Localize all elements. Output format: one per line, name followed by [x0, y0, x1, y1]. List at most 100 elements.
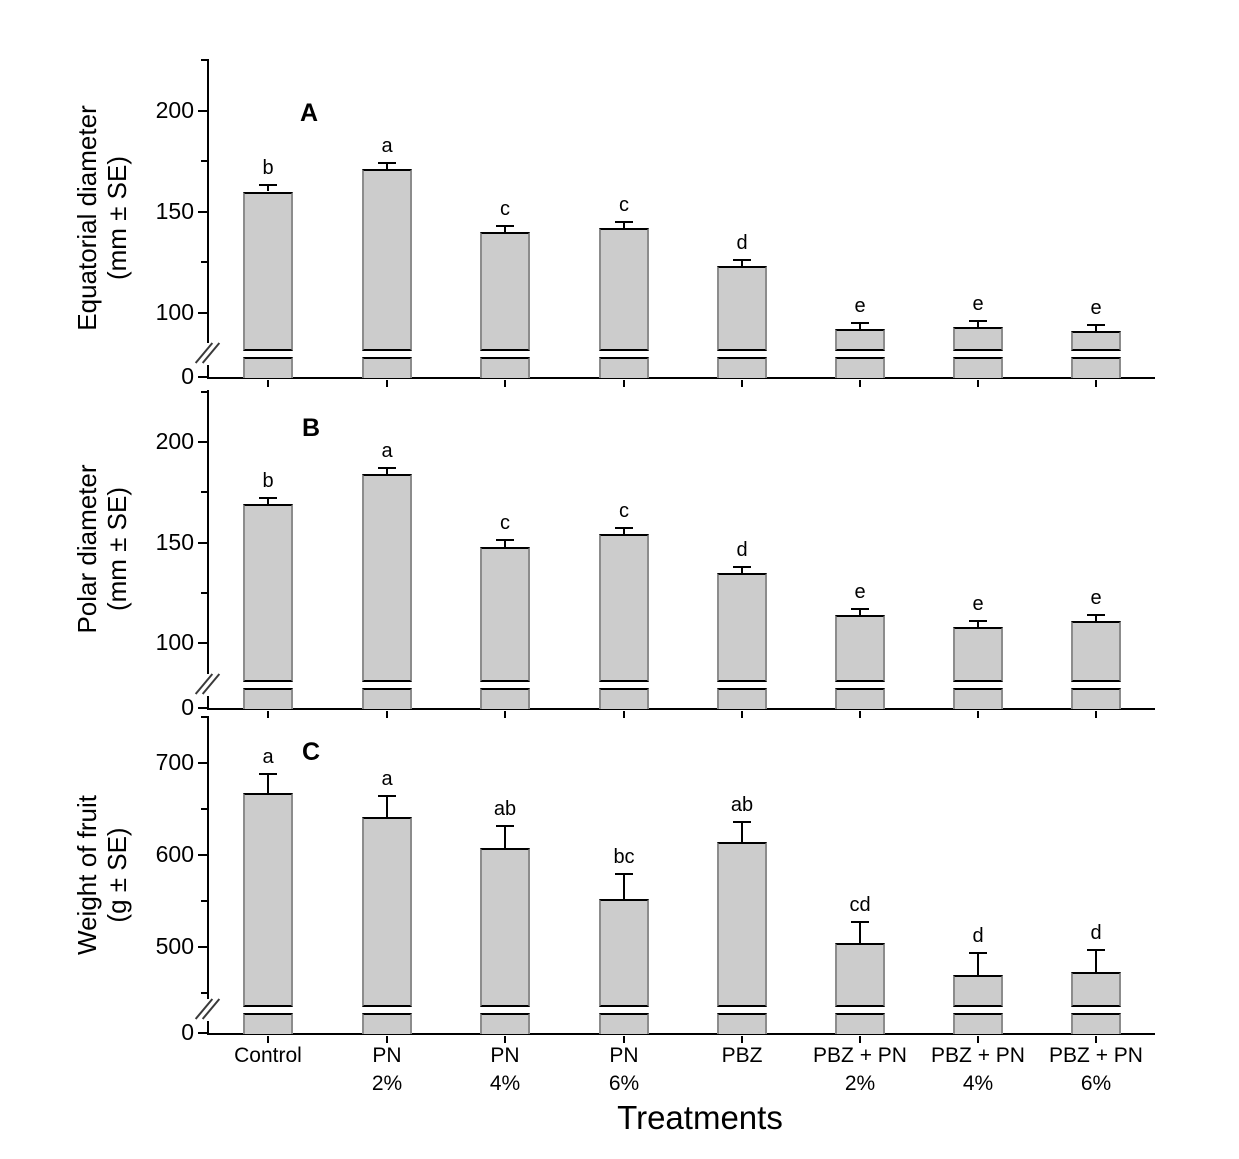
error-bar: [859, 922, 861, 944]
x-tick: [1095, 1036, 1097, 1043]
bar-break-stub: [243, 1013, 293, 1034]
bar-break-stub: [717, 1013, 767, 1034]
error-bar-cap: [851, 921, 869, 924]
error-bar-cap: [615, 873, 633, 876]
category-label: PBZ + PN: [931, 1044, 1025, 1067]
significance-letter: a: [381, 768, 393, 791]
significance-letter: b: [262, 470, 274, 493]
bar: [1071, 971, 1121, 1007]
y-axis-title-line: Weight of fruit: [72, 794, 102, 955]
y-axis-title-line: (mm ± SE): [102, 486, 132, 612]
y-axis: [207, 59, 209, 343]
error-bar-cap: [1087, 613, 1105, 616]
bar-break-stub: [717, 688, 767, 709]
y-major-tick: [198, 441, 207, 443]
y-major-tick: [198, 312, 207, 314]
x-tick: [504, 1036, 506, 1043]
y-tick-label: 0: [181, 363, 194, 389]
x-tick: [267, 1036, 269, 1043]
y-axis-title: Equatorial diameter (mm ± SE): [72, 48, 134, 388]
bar-break-stub: [362, 1013, 412, 1034]
y-minor-tick: [201, 261, 207, 264]
error-bar: [267, 774, 269, 794]
y-tick-label: 100: [155, 629, 194, 655]
y-axis: [207, 696, 209, 710]
significance-letter: d: [972, 924, 984, 947]
x-tick: [859, 1036, 861, 1043]
error-bar-cap: [259, 184, 277, 187]
significance-letter: cd: [849, 894, 871, 917]
bar: [480, 546, 530, 682]
y-minor-tick: [201, 591, 207, 594]
bar: [1071, 331, 1121, 351]
y-axis-title-line: Equatorial diameter: [72, 105, 102, 331]
bar: [362, 169, 412, 351]
bar-break-stub: [1071, 357, 1121, 378]
bar: [243, 793, 293, 1007]
bar: [953, 626, 1003, 682]
x-tick: [859, 711, 861, 718]
bar-break-stub: [835, 357, 885, 378]
error-bar-cap: [851, 607, 869, 610]
error-bar: [623, 528, 625, 535]
bar-break-stub: [835, 688, 885, 709]
category-label: PBZ + PN: [1049, 1044, 1143, 1067]
bar-break-stub: [480, 688, 530, 709]
y-axis: [207, 390, 209, 674]
error-bar: [504, 540, 506, 547]
x-tick: [504, 711, 506, 718]
x-tick: [386, 711, 388, 718]
bar: [717, 572, 767, 682]
error-bar-cap: [969, 320, 987, 323]
bar-break-stub: [480, 357, 530, 378]
bar-break-stub: [599, 688, 649, 709]
y-axis: [207, 365, 209, 379]
bar-break-stub: [1071, 688, 1121, 709]
x-tick: [504, 380, 506, 387]
y-major-tick: [198, 854, 207, 856]
panel-label: C: [302, 738, 321, 766]
y-axis-title: Weight of fruit (g ± SE): [72, 705, 134, 1045]
significance-letter: a: [381, 135, 393, 158]
bar-break-stub: [362, 688, 412, 709]
error-bar: [504, 826, 506, 848]
bar: [480, 232, 530, 351]
significance-letter: e: [1090, 586, 1102, 609]
bar: [599, 899, 649, 1007]
x-tick: [977, 711, 979, 718]
y-tick-label: 700: [155, 749, 194, 775]
y-axis-title: Polar diameter (mm ± SE): [72, 379, 134, 719]
error-bar-cap: [615, 527, 633, 530]
x-axis: [207, 377, 1155, 379]
significance-letter: c: [500, 512, 510, 535]
significance-letter: ab: [730, 793, 754, 816]
error-bar: [386, 163, 388, 170]
error-bar-cap: [615, 220, 633, 223]
x-tick: [386, 1036, 388, 1043]
category-label: 6%: [608, 1072, 640, 1095]
error-bar-cap: [1087, 948, 1105, 951]
x-tick: [741, 380, 743, 387]
y-zero-tick: [198, 1032, 207, 1034]
bar-break-stub: [953, 357, 1003, 378]
bar-break-stub: [243, 357, 293, 378]
x-tick: [386, 380, 388, 387]
category-label: PBZ: [721, 1044, 763, 1067]
bar: [953, 974, 1003, 1007]
significance-letter: a: [381, 440, 393, 463]
y-major-tick: [198, 762, 207, 764]
error-bar: [859, 608, 861, 615]
bar: [717, 266, 767, 351]
y-minor-tick: [201, 160, 207, 163]
error-bar: [386, 468, 388, 475]
y-axis: [207, 716, 209, 999]
y-major-tick: [198, 109, 207, 112]
significance-letter: e: [972, 592, 984, 615]
significance-letter: c: [500, 197, 510, 220]
significance-letter: e: [854, 580, 866, 603]
y-axis-title-line: (mm ± SE): [102, 155, 132, 281]
significance-letter: d: [736, 538, 748, 561]
y-major-tick: [198, 541, 207, 544]
x-tick: [623, 1036, 625, 1043]
significance-letter: b: [262, 157, 274, 180]
